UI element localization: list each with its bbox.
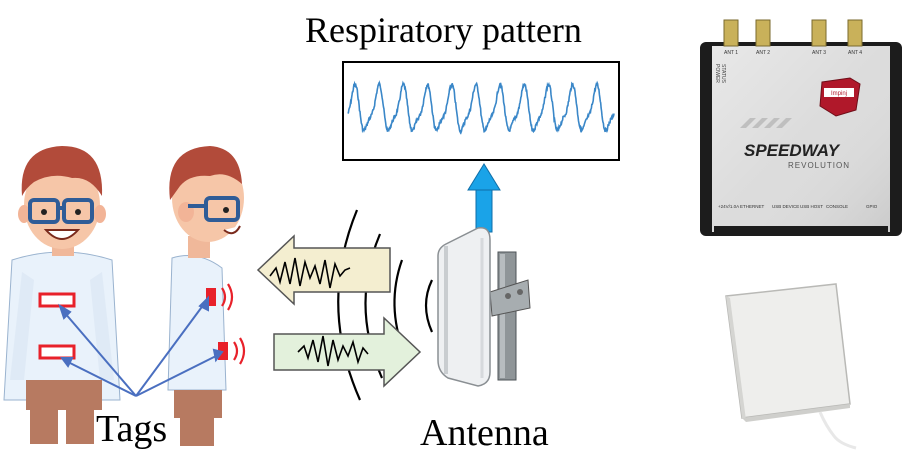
tags-caption: Tags <box>96 408 168 450</box>
chest-tag <box>38 292 76 308</box>
rfid-panel-antenna <box>725 283 857 450</box>
antenna-port-connectors <box>723 19 863 47</box>
port-label-ant3: ANT 3 <box>812 50 826 56</box>
rfid-reader: ANT 1 ANT 2 ANT 3 ANT 4 POWER STATUS Imp… <box>700 19 902 236</box>
transmit-signal-arrow <box>273 316 422 388</box>
side-label-power: POWER <box>714 64 720 83</box>
panel-antenna <box>437 227 531 387</box>
upload-arrow <box>467 163 501 233</box>
port-label-ethernet: ETHERNET <box>740 204 765 209</box>
port-label-console: CONSOLE <box>826 204 848 209</box>
brand-badge: Impinj <box>819 77 861 117</box>
reader-model: REVOLUTION <box>788 161 850 170</box>
port-label-usb-device: USB DEVICE <box>772 204 799 209</box>
port-label-usb-host: USB HOST <box>800 204 823 209</box>
abdomen-tag <box>38 344 76 360</box>
backscatter-signal-arrow <box>256 234 391 306</box>
side-label-status: STATUS <box>720 64 726 84</box>
port-label-ant4: ANT 4 <box>848 50 862 56</box>
respiratory-waveform <box>347 79 615 135</box>
badge-label: Impinj <box>831 91 847 97</box>
side-abdomen-tag <box>218 337 246 365</box>
respiratory-waveform-box <box>342 61 620 161</box>
person-front-view <box>3 146 121 444</box>
port-label-gpio: GPIO <box>866 204 878 209</box>
tag-pointer-lines <box>58 295 224 397</box>
reader-brand: SPEEDWAY <box>744 141 841 160</box>
port-label-power: +24V/1.0A <box>718 204 739 209</box>
respiratory-pattern-caption: Respiratory pattern <box>305 10 582 50</box>
port-label-ant2: ANT 2 <box>756 50 770 56</box>
antenna-caption: Antenna <box>420 412 549 454</box>
port-label-ant1: ANT 1 <box>724 50 738 56</box>
speedway-chevrons <box>740 118 792 128</box>
side-chest-tag <box>206 283 234 311</box>
